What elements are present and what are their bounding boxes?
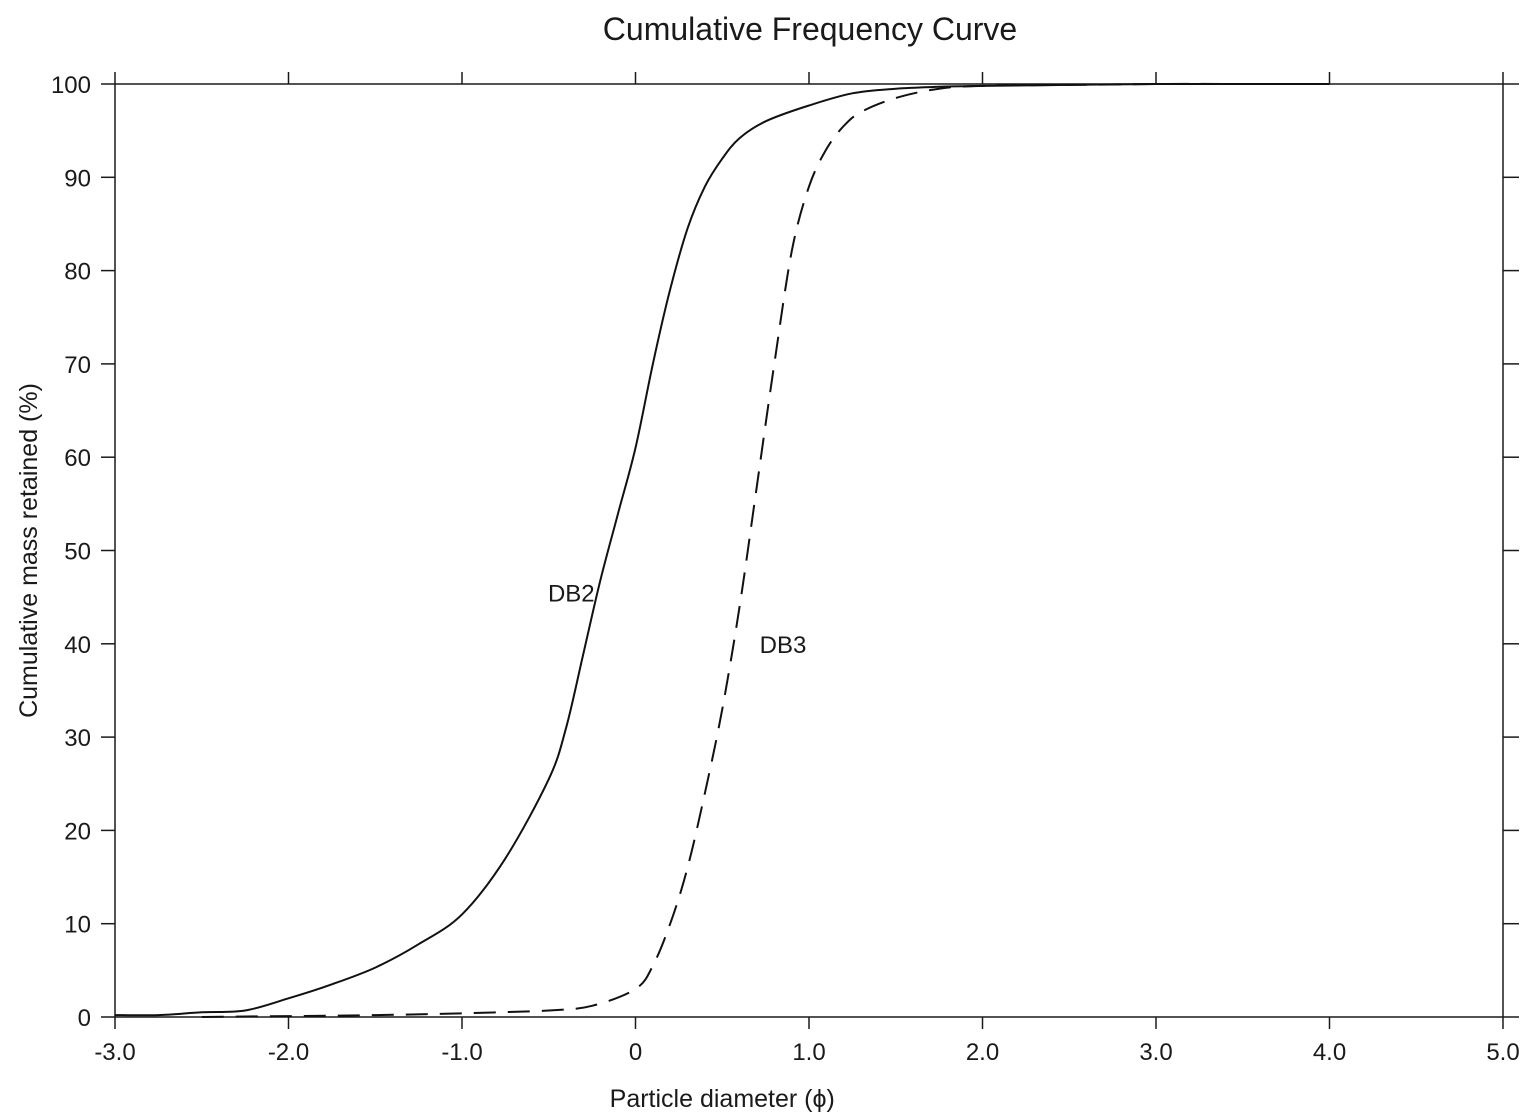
x-tick-label: 4.0	[1313, 1039, 1346, 1066]
y-tick-label: 0	[78, 1005, 91, 1032]
y-tick-label: 60	[64, 445, 91, 472]
y-tick-label: 80	[64, 259, 91, 286]
x-tick-label: 0	[629, 1039, 642, 1066]
series-layer: DB2 DB3	[114, 82, 1330, 1018]
series-label-db2: DB2	[548, 580, 595, 607]
x-axis: -3.0 -2.0 -1.0 0 1.0 2.0 3.0 4.0 5.0	[94, 72, 1520, 1066]
x-tick-label: 2.0	[966, 1039, 999, 1066]
x-tick-label: 5.0	[1486, 1039, 1519, 1066]
y-tick-label: 40	[64, 632, 91, 659]
series-line-db2	[114, 82, 1330, 1017]
y-tick-label: 100	[51, 72, 91, 99]
x-tick-label: 1.0	[792, 1039, 825, 1066]
y-tick-label: 90	[64, 165, 91, 192]
plot-frame	[114, 83, 1504, 1018]
y-axis: 0 10 20 30 40 50 60 70 80 90 100	[51, 72, 1519, 1032]
y-tick-label: 20	[64, 818, 91, 845]
chart-title: Cumulative Frequency Curve	[603, 11, 1017, 47]
series-line-db3	[201, 82, 1330, 1018]
y-tick-label: 10	[64, 912, 91, 939]
x-tick-label: -2.0	[268, 1039, 309, 1066]
y-axis-label: Cumulative mass retained (%)	[15, 383, 43, 718]
x-tick-label: -1.0	[441, 1039, 482, 1066]
x-tick-label: -3.0	[94, 1039, 135, 1066]
y-tick-label: 70	[64, 352, 91, 379]
y-tick-label: 50	[64, 539, 91, 566]
y-tick-label: 30	[64, 725, 91, 752]
x-tick-label: 3.0	[1139, 1039, 1172, 1066]
series-label-db3: DB3	[760, 632, 807, 659]
x-axis-label: Particle diameter (ϕ)	[610, 1085, 835, 1112]
